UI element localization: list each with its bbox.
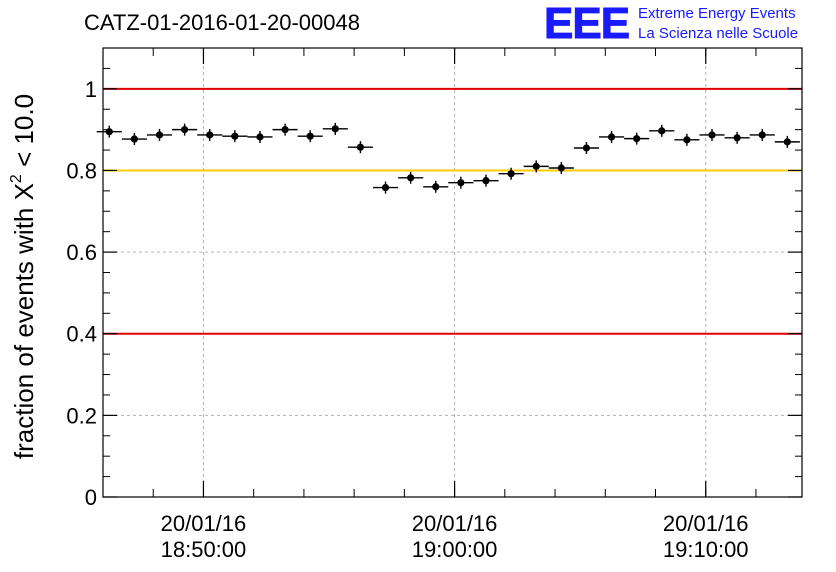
data-point	[398, 171, 424, 184]
data-point	[473, 174, 499, 187]
data-point-marker	[256, 133, 264, 141]
data-point-marker	[356, 143, 365, 151]
x-tick-time-label: 19:10:00	[663, 537, 749, 562]
data-point-marker	[532, 162, 540, 170]
points-layer	[96, 122, 800, 194]
data-point	[699, 128, 725, 141]
data-point-marker	[407, 174, 415, 182]
data-point-marker	[331, 125, 339, 133]
data-point	[448, 176, 474, 189]
data-point	[172, 123, 198, 136]
data-point-marker	[507, 170, 515, 178]
x-tick-date-label: 20/01/16	[412, 511, 498, 536]
y-tick-label: 0.6	[66, 240, 97, 265]
threshold-layer	[103, 87, 802, 335]
data-point	[121, 133, 147, 146]
y-axis-label-suffix: < 10.0	[9, 94, 39, 174]
data-point-marker	[683, 136, 691, 144]
logo-line-1: Extreme Energy Events	[638, 5, 796, 22]
data-point-marker	[181, 126, 189, 134]
data-point	[96, 125, 122, 138]
data-point	[523, 160, 549, 173]
data-point-marker	[206, 131, 214, 139]
data-point	[649, 124, 675, 137]
data-point-marker	[783, 138, 791, 146]
x-tick-time-label: 18:50:00	[161, 537, 247, 562]
data-point	[297, 130, 323, 143]
logo-line-2: La Scienza nelle Scuole	[638, 25, 799, 42]
x-tick-date-label: 20/01/16	[663, 511, 749, 536]
eee-logo-mark: EEE	[543, 0, 630, 48]
y-axis-label-prefix: fraction of events with X	[9, 183, 39, 459]
data-point	[749, 128, 775, 141]
data-point	[573, 142, 599, 155]
data-point-marker	[155, 131, 164, 139]
y-tick-label: 0	[85, 485, 97, 510]
data-point-marker	[130, 135, 138, 143]
y-tick-label: 0.4	[66, 322, 97, 347]
y-axis-label-sup: 2	[8, 174, 25, 183]
data-point	[372, 181, 399, 194]
eee-logo: EEE Extreme Energy Events La Scienza nel…	[543, 0, 836, 48]
y-axis-label: fraction of events with X2 < 10.0	[8, 94, 39, 459]
ticks-layer	[102, 47, 802, 498]
data-point-marker	[231, 132, 239, 140]
data-point-marker	[633, 135, 641, 143]
data-point	[146, 128, 173, 141]
data-point	[272, 123, 298, 136]
data-point-marker	[381, 183, 390, 192]
data-point-marker	[432, 183, 440, 191]
data-point	[347, 141, 373, 154]
data-point-marker	[733, 134, 741, 142]
data-point	[423, 180, 449, 193]
data-point-marker	[658, 127, 666, 135]
data-point	[724, 131, 750, 144]
data-point-marker	[557, 164, 565, 172]
y-tick-label: 0.8	[66, 158, 97, 183]
data-point-marker	[482, 177, 490, 185]
data-point	[624, 132, 650, 145]
data-point	[774, 135, 800, 148]
data-point-marker	[306, 132, 314, 140]
data-point-marker	[708, 131, 716, 139]
labels-layer: 00.20.40.60.8120/01/1618:50:0020/01/1619…	[66, 77, 748, 562]
y-tick-label: 0.2	[66, 403, 97, 428]
data-point	[548, 162, 574, 175]
plot-frame	[102, 47, 803, 498]
data-point-marker	[607, 133, 616, 141]
data-point	[322, 122, 348, 135]
x-tick-time-label: 19:00:00	[412, 537, 498, 562]
data-point	[247, 130, 273, 143]
data-point	[674, 133, 700, 146]
x-tick-date-label: 20/01/16	[161, 511, 247, 536]
data-point	[598, 130, 625, 143]
data-point	[197, 128, 223, 141]
data-point-marker	[281, 126, 289, 134]
y-tick-label: 1	[85, 77, 97, 102]
data-point	[222, 130, 248, 143]
data-point-marker	[582, 144, 591, 152]
grid-layer	[103, 48, 802, 497]
page-title: CATZ-01-2016-01-20-00048	[84, 10, 360, 35]
data-point-marker	[457, 179, 465, 187]
data-point-marker	[758, 131, 766, 139]
data-point	[498, 167, 524, 180]
